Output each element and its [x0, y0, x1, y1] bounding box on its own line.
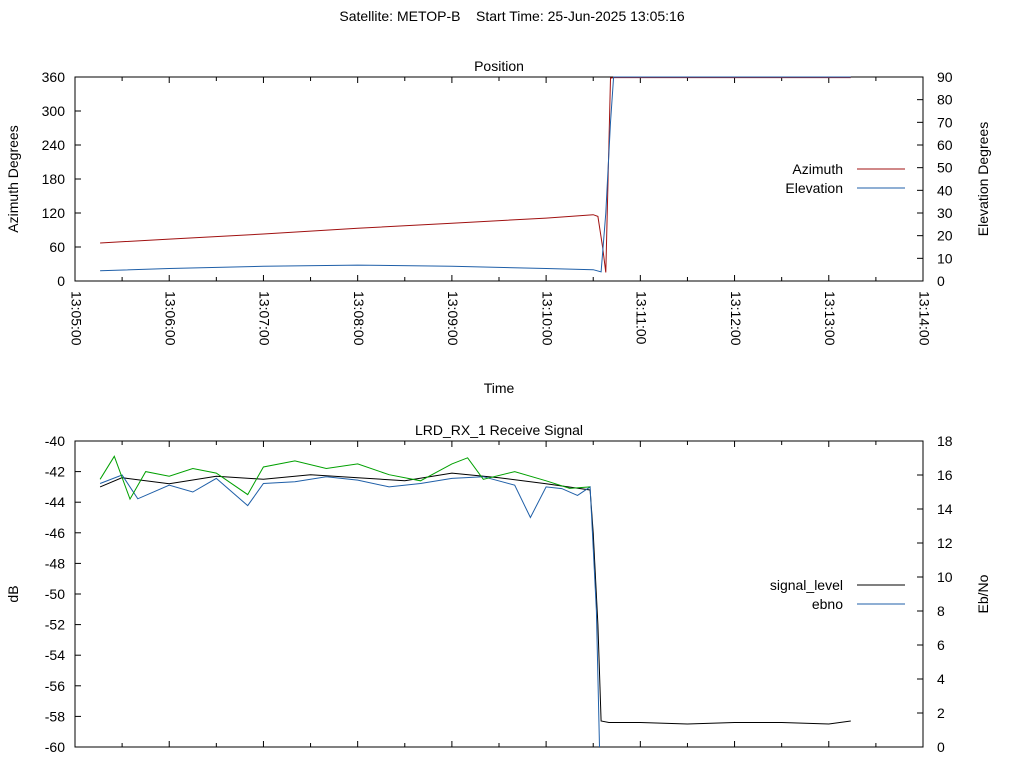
x-tick-label: 13:13:00	[822, 291, 838, 346]
series-line-unnamed	[99, 455, 591, 501]
x-tick-label: 13:09:00	[445, 291, 461, 346]
x-tick-label: 13:06:00	[163, 291, 179, 346]
chart-title: LRD_RX_1 Receive Signal	[415, 422, 583, 438]
y2-tick-label: 40	[937, 182, 953, 198]
page-title: Satellite: METOP-B Start Time: 25-Jun-20…	[339, 8, 685, 24]
y-tick-label: 300	[42, 103, 66, 119]
y2-tick-label: 12	[937, 535, 953, 551]
y-tick-label: -44	[45, 494, 65, 510]
y-tick-label: 0	[57, 273, 65, 289]
y-tick-label: 360	[42, 69, 66, 85]
y2-tick-label: 80	[937, 92, 953, 108]
y-tick-label: 60	[49, 239, 65, 255]
y-axis-label: Azimuth Degrees	[5, 125, 21, 232]
y2-tick-label: 50	[937, 160, 953, 176]
y2-tick-label: 10	[937, 250, 953, 266]
series-line-Azimuth	[100, 77, 851, 273]
y-tick-label: -56	[45, 678, 65, 694]
y2-tick-label: 60	[937, 137, 953, 153]
x-tick-label: 13:11:00	[634, 291, 650, 345]
y-tick-label: 240	[42, 137, 66, 153]
y-tick-label: -52	[45, 617, 65, 633]
y2-tick-label: 6	[937, 637, 945, 653]
y-tick-label: -42	[45, 464, 65, 480]
y2-tick-label: 8	[937, 603, 945, 619]
x-tick-label: 13:08:00	[351, 291, 367, 346]
y2-tick-label: 90	[937, 69, 953, 85]
x-tick-label: 13:10:00	[539, 291, 555, 346]
series-line-Elevation	[100, 76, 851, 273]
series-line-signal_level	[99, 472, 851, 725]
y2-tick-label: 0	[937, 273, 945, 289]
y-tick-label: -48	[45, 555, 65, 571]
y2-tick-label: 14	[937, 501, 953, 517]
y2-tick-label: 18	[937, 433, 953, 449]
y2-axis-label: Elevation Degrees	[975, 122, 991, 236]
legend-label: ebno	[812, 596, 843, 612]
x-tick-label: 13:05:00	[68, 291, 84, 346]
y-tick-label: -50	[45, 586, 65, 602]
x-axis-label: Time	[484, 380, 515, 396]
y-tick-label: -58	[45, 708, 65, 724]
y2-tick-label: 20	[937, 228, 953, 244]
legend-label: signal_level	[770, 577, 843, 593]
y-tick-label: -46	[45, 525, 65, 541]
y-tick-label: -40	[45, 433, 65, 449]
y-tick-label: 120	[42, 205, 66, 221]
x-tick-label: 13:12:00	[728, 291, 744, 346]
y-tick-label: -54	[45, 647, 65, 663]
y2-tick-label: 30	[937, 205, 953, 221]
x-tick-label: 13:07:00	[257, 291, 273, 346]
y2-axis-label: Eb/No	[975, 574, 991, 613]
y2-tick-label: 16	[937, 467, 953, 483]
y-tick-label: 180	[42, 171, 66, 187]
legend-label: Elevation	[785, 180, 843, 196]
legend-label: Azimuth	[792, 161, 843, 177]
position-chart: Position 13:05:00 13:06:00 13:07:00 13:08:00…	[5, 58, 991, 396]
x-tick-label: 13:14:00	[916, 291, 932, 346]
chart-title: Position	[474, 58, 524, 74]
y2-tick-label: 0	[937, 739, 945, 755]
y-tick-label: -60	[45, 739, 65, 755]
y2-tick-label: 10	[937, 569, 953, 585]
y2-tick-label: 2	[937, 705, 945, 721]
y2-tick-label: 4	[937, 671, 945, 687]
y-axis-label: dB	[5, 585, 21, 602]
y2-tick-label: 70	[937, 114, 953, 130]
series-line-ebno	[99, 474, 600, 748]
